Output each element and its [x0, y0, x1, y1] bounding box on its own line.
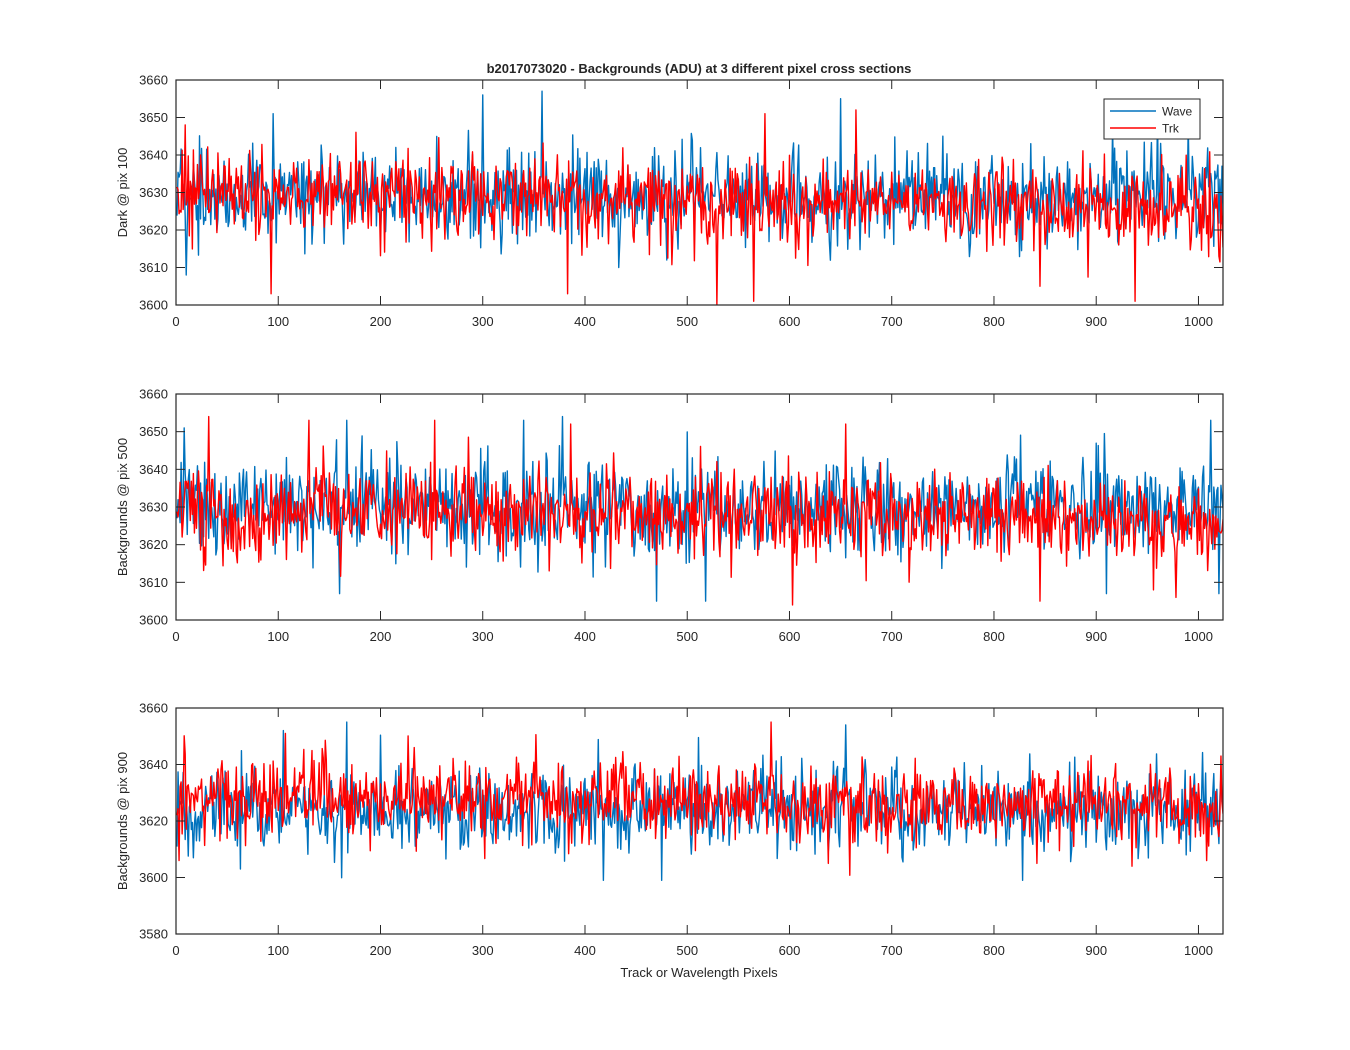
- figure-title: b2017073020 - Backgrounds (ADU) at 3 dif…: [487, 61, 912, 76]
- x-tick-label: 100: [267, 629, 289, 644]
- x-tick-label: 700: [881, 943, 903, 958]
- y-tick-label: 3660: [139, 387, 168, 402]
- series-line-trk: [176, 721, 1223, 876]
- x-tick-label: 900: [1085, 943, 1107, 958]
- panels: 0 100 200 300 400 500 600 700 800 900 100036003610…: [115, 73, 1224, 958]
- x-tick-label: 200: [370, 314, 392, 329]
- y-tick-label: 3630: [139, 500, 168, 515]
- x-tick-label: 300: [472, 629, 494, 644]
- x-tick-label: 0: [172, 314, 179, 329]
- y-tick-label: 3600: [139, 613, 168, 628]
- y-tick-label: 3600: [139, 870, 168, 885]
- x-tick-label: 600: [779, 943, 801, 958]
- legend: Wave Trk: [1103, 98, 1201, 140]
- series-group: [176, 415, 1223, 606]
- series-line-trk: [176, 109, 1223, 305]
- x-tick-label: 700: [881, 629, 903, 644]
- y-tick-label: 3650: [139, 424, 168, 439]
- x-tick-label: 800: [983, 943, 1005, 958]
- x-tick-label: 800: [983, 629, 1005, 644]
- x-tick-label: 500: [676, 629, 698, 644]
- y-tick-label: 3620: [139, 537, 168, 552]
- y-tick-label: 3630: [139, 185, 168, 200]
- y-axis-label: Backgrounds @ pix 500: [115, 438, 130, 576]
- x-tick-label: 200: [370, 943, 392, 958]
- x-tick-label: 400: [574, 943, 596, 958]
- x-tick-label: 700: [881, 314, 903, 329]
- x-tick-label: 200: [370, 629, 392, 644]
- x-tick-label: 900: [1085, 629, 1107, 644]
- y-tick-label: 3640: [139, 757, 168, 772]
- panel-3: 0 100 200 300 400 500 600 700 800 900 1000 3580 3600…: [115, 701, 1224, 958]
- y-tick-label: 3610: [139, 260, 168, 275]
- x-tick-label: 300: [472, 943, 494, 958]
- x-tick-label: 400: [574, 629, 596, 644]
- panel-2: 0 100 200 300 400 500 600 700 800 900 1000 3600 3610…: [115, 387, 1224, 644]
- x-tick-label: 1000: [1184, 629, 1213, 644]
- y-tick-label: 3640: [139, 462, 168, 477]
- legend-label-wave: Wave: [1162, 105, 1193, 119]
- y-axis-label: Backgrounds @ pix 900: [115, 752, 130, 890]
- series-group: [176, 721, 1223, 882]
- series-group: [176, 90, 1223, 305]
- x-tick-label: 300: [472, 314, 494, 329]
- x-tick-label: 900: [1085, 314, 1107, 329]
- y-tick-label: 3660: [139, 701, 168, 716]
- y-tick-label: 3660: [139, 73, 168, 88]
- x-tick-label: 0: [172, 629, 179, 644]
- y-axis-label: Dark @ pix 100: [115, 148, 130, 238]
- x-axis-label: Track or Wavelength Pixels: [620, 965, 778, 980]
- x-tick-label: 500: [676, 314, 698, 329]
- y-tick-label: 3610: [139, 575, 168, 590]
- x-tick-label: 600: [779, 314, 801, 329]
- x-tick-label: 500: [676, 943, 698, 958]
- y-tick-label: 3620: [139, 223, 168, 238]
- legend-box: [1103, 98, 1201, 140]
- x-tick-label: 0: [172, 943, 179, 958]
- x-tick-label: 400: [574, 314, 596, 329]
- x-tick-label: 800: [983, 314, 1005, 329]
- legend-label-trk: Trk: [1162, 122, 1180, 136]
- y-tick-label: 3650: [139, 110, 168, 125]
- x-tick-label: 1000: [1184, 943, 1213, 958]
- panel-1: 0 100 200 300 400 500 600 700 800 900 1000 3600 3610…: [115, 73, 1224, 329]
- x-tick-label: 600: [779, 629, 801, 644]
- series-line-trk: [176, 415, 1223, 606]
- y-tick-label: 3620: [139, 814, 168, 829]
- y-tick-label: 3600: [139, 298, 168, 313]
- y-tick-label: 3640: [139, 148, 168, 163]
- x-tick-label: 100: [267, 314, 289, 329]
- x-tick-label: 1000: [1184, 314, 1213, 329]
- x-tick-label: 100: [267, 943, 289, 958]
- y-tick-label: 3580: [139, 927, 168, 942]
